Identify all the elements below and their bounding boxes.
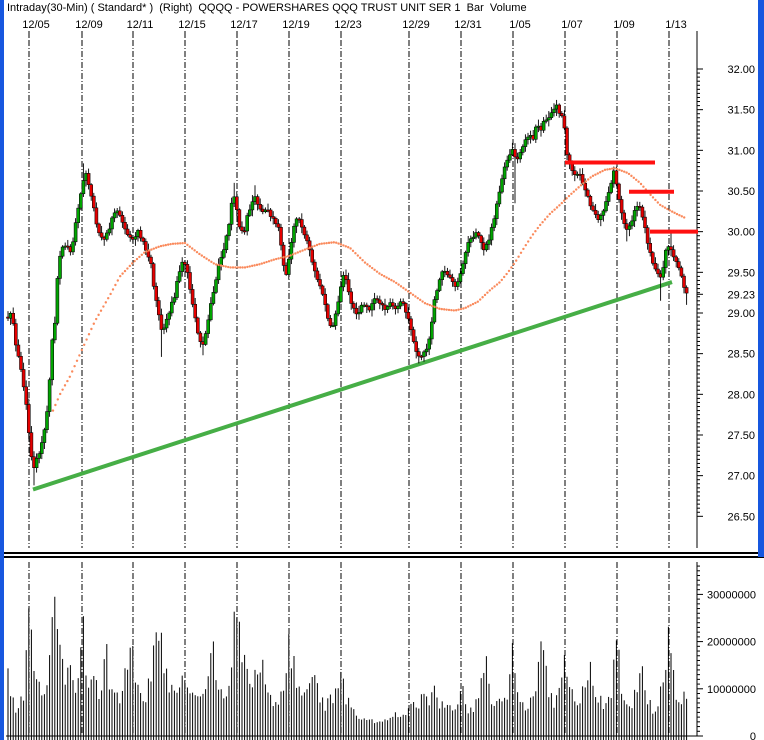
volume-baseline-ticks xyxy=(7,736,688,740)
price-tick-label: 31.00 xyxy=(727,145,755,157)
volume-tick-label: 10000000 xyxy=(707,684,756,696)
pane-separator xyxy=(4,552,764,558)
window-border-right-blue xyxy=(758,0,764,557)
price-tick-label: 28.50 xyxy=(727,349,755,361)
volume-tick-label: 20000000 xyxy=(707,637,756,649)
window-border-left-blue xyxy=(0,0,4,740)
date-label: 12/09 xyxy=(75,19,103,31)
date-label: 12/05 xyxy=(22,19,50,31)
date-label: 1/05 xyxy=(509,19,530,31)
price-tick-label: 27.00 xyxy=(727,471,755,483)
price-tick-label: 30.00 xyxy=(727,227,755,239)
price-tick-label: 27.50 xyxy=(727,430,755,442)
price-tick-label: 26.50 xyxy=(727,511,755,523)
chart-title: Intraday(30-Min) ( Standard* ) (Right) Q… xyxy=(7,2,527,14)
volume-tick-label: 30000000 xyxy=(707,589,756,601)
candles xyxy=(6,99,689,486)
resistance-lines xyxy=(565,160,698,234)
price-tick-label: 28.00 xyxy=(727,389,755,401)
volume-tick-label: 0 xyxy=(750,731,756,740)
last-price-label: 29.23 xyxy=(727,289,755,301)
date-label: 12/23 xyxy=(334,19,362,31)
date-label: 12/17 xyxy=(230,19,258,31)
date-label: 12/15 xyxy=(178,19,206,31)
date-label: 1/13 xyxy=(665,19,686,31)
price-tick-label: 30.50 xyxy=(727,186,755,198)
date-label: 12/11 xyxy=(127,19,154,31)
date-label: 12/31 xyxy=(454,19,482,31)
date-axis: 12/05 12/09 12/11 12/15 12/17 12/19 12/23 12/29… xyxy=(22,19,687,38)
trend-line xyxy=(32,280,673,492)
price-tick-label: 32.00 xyxy=(727,64,755,76)
price-tick-label: 29.50 xyxy=(727,267,755,279)
price-tick-label: 29.00 xyxy=(727,308,755,320)
price-axis: 32.00 31.50 31.00 30.50 30.00 29.50 29.00 28.50… xyxy=(696,31,755,548)
date-label: 12/29 xyxy=(402,19,430,31)
date-label: 1/07 xyxy=(561,19,582,31)
date-label: 12/19 xyxy=(282,19,310,31)
moving-average-dotted xyxy=(51,167,686,412)
volume-axis: 30000000 20000000 10000000 0 xyxy=(6,562,756,740)
volume-bars xyxy=(7,596,688,736)
date-label: 1/09 xyxy=(613,19,634,31)
price-tick-label: 31.50 xyxy=(727,105,755,117)
